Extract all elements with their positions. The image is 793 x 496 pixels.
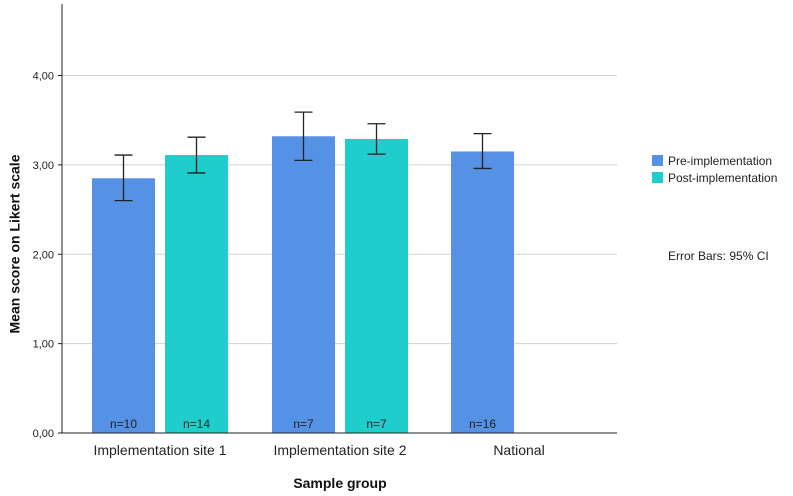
legend: Pre-implementation Post-implementation [652, 152, 777, 186]
error-bars-note: Error Bars: 95% CI [668, 249, 769, 263]
x-tick-label: National [493, 442, 544, 458]
n-label: n=16 [469, 417, 496, 431]
n-label: n=14 [183, 417, 210, 431]
legend-item-pre: Pre-implementation [652, 152, 777, 169]
legend-swatch-pre [652, 155, 663, 166]
n-labels: n=10 n=14 n=7 n=7 n=16 [110, 417, 496, 431]
x-tick-labels: Implementation site 1 Implementation site… [93, 442, 544, 458]
y-tick-label: 3,00 [33, 160, 54, 172]
bar [92, 178, 155, 433]
legend-swatch-post [652, 172, 663, 183]
bar [345, 138, 408, 434]
x-axis-title: Sample group [293, 475, 386, 491]
legend-label-pre: Pre-implementation [668, 153, 773, 168]
n-label: n=10 [110, 417, 137, 431]
n-label: n=7 [366, 417, 387, 431]
y-tick-label: 0,00 [33, 428, 54, 440]
x-tick-label: Implementation site 2 [273, 442, 406, 458]
bars [92, 136, 514, 434]
y-axis-title: Mean score on Likert scale [7, 154, 23, 333]
bar [165, 155, 228, 433]
y-tick-label: 2,00 [33, 249, 54, 261]
bar [451, 151, 514, 433]
legend-label-post: Post-implementation [668, 170, 778, 185]
y-tick-labels: 0,00 1,00 2,00 3,00 4,00 [33, 71, 62, 440]
bar [272, 136, 335, 433]
n-label: n=7 [293, 417, 314, 431]
y-tick-label: 1,00 [33, 339, 54, 351]
legend-item-post: Post-implementation [652, 169, 777, 186]
x-tick-label: Implementation site 1 [93, 442, 226, 458]
y-tick-label: 4,00 [33, 71, 54, 83]
error-bars [114, 111, 492, 202]
